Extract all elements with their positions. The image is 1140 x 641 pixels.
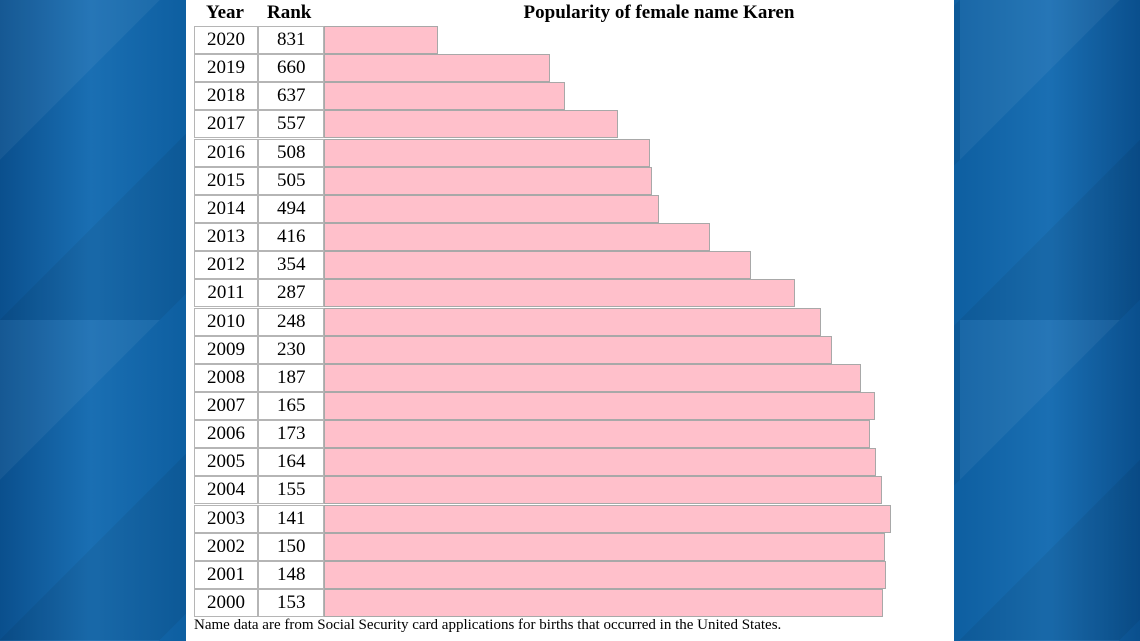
- rank-cell: 354: [258, 251, 324, 280]
- rank-cell: 165: [258, 391, 324, 420]
- year-cell: 2004: [194, 476, 258, 505]
- rank-cell: 831: [258, 26, 324, 54]
- popularity-bar: [324, 391, 876, 420]
- year-cell: 2013: [194, 223, 258, 252]
- year-cell: 2016: [194, 138, 258, 167]
- year-cell: 2018: [194, 82, 258, 111]
- popularity-bar: [324, 166, 652, 195]
- popularity-bar: [324, 307, 821, 336]
- table-row: 2014 494: [194, 194, 894, 223]
- popularity-bar: [324, 279, 795, 308]
- year-cell: 2020: [194, 26, 258, 54]
- popularity-bar: [324, 589, 883, 617]
- rank-cell: 287: [258, 279, 324, 308]
- year-cell: 2001: [194, 560, 258, 589]
- rank-cell: 230: [258, 335, 324, 364]
- popularity-bar: [324, 448, 876, 477]
- popularity-bar: [324, 363, 861, 392]
- rank-cell: 505: [258, 166, 324, 195]
- rank-cell: 187: [258, 363, 324, 392]
- year-cell: 2000: [194, 589, 258, 617]
- rank-cell: 660: [258, 54, 324, 83]
- source-footnote: Name data are from Social Security card …: [194, 617, 782, 633]
- popularity-bar: [324, 251, 751, 280]
- year-cell: 2012: [194, 251, 258, 280]
- table-row: 2001 148: [194, 560, 894, 589]
- table-row: 2011 287: [194, 279, 894, 308]
- table-row: 2002 150: [194, 532, 894, 561]
- rank-cell: 173: [258, 420, 324, 449]
- table-row: 2018 637: [194, 82, 894, 111]
- chart-title: Popularity of female name Karen: [523, 2, 795, 23]
- table-row: 2015 505: [194, 166, 894, 195]
- rank-column-header: Rank: [267, 2, 312, 23]
- rank-cell: 148: [258, 560, 324, 589]
- popularity-bar: [324, 54, 550, 83]
- popularity-bar: [324, 194, 659, 223]
- rank-cell: 248: [258, 307, 324, 336]
- year-cell: 2017: [194, 110, 258, 139]
- year-cell: 2015: [194, 166, 258, 195]
- year-column-header: Year: [206, 2, 244, 23]
- rank-cell: 155: [258, 476, 324, 505]
- table-row: 2019 660: [194, 54, 894, 83]
- table-row: 2003 141: [194, 504, 894, 533]
- year-cell: 2006: [194, 420, 258, 449]
- year-cell: 2007: [194, 391, 258, 420]
- year-cell: 2011: [194, 279, 258, 308]
- rank-cell: 494: [258, 194, 324, 223]
- table-row: 2010 248: [194, 307, 894, 336]
- popularity-bar: [324, 476, 882, 505]
- year-cell: 2003: [194, 504, 258, 533]
- year-cell: 2019: [194, 54, 258, 83]
- popularity-bar: [324, 223, 711, 252]
- table-row: 2006 173: [194, 420, 894, 449]
- year-cell: 2008: [194, 363, 258, 392]
- year-cell: 2014: [194, 194, 258, 223]
- table-row: 2000 153: [194, 589, 894, 617]
- popularity-bar: [324, 138, 650, 167]
- rank-cell: 416: [258, 223, 324, 252]
- table-row: 2009 230: [194, 335, 894, 364]
- popularity-bar: [324, 110, 618, 139]
- rank-cell: 150: [258, 532, 324, 561]
- table-row: 2008 187: [194, 363, 894, 392]
- rank-cell: 557: [258, 110, 324, 139]
- table-row: 2016 508: [194, 138, 894, 167]
- rank-cell: 153: [258, 589, 324, 617]
- table-row: 2012 354: [194, 251, 894, 280]
- rank-cell: 141: [258, 504, 324, 533]
- chart-panel: Year Rank Popularity of female name Kare…: [186, 0, 954, 641]
- popularity-bar: [324, 420, 870, 449]
- table-row: 2005 164: [194, 448, 894, 477]
- rank-cell: 637: [258, 82, 324, 111]
- popularity-bar: [324, 82, 565, 111]
- table-row: 2013 416: [194, 223, 894, 252]
- year-cell: 2010: [194, 307, 258, 336]
- year-cell: 2005: [194, 448, 258, 477]
- table-row: 2017 557: [194, 110, 894, 139]
- popularity-bar: [324, 504, 891, 533]
- rank-cell: 508: [258, 138, 324, 167]
- table-row: 2004 155: [194, 476, 894, 505]
- popularity-bar: [324, 26, 438, 54]
- table-row: 2007 165: [194, 391, 894, 420]
- table-row: 2020 831: [194, 26, 894, 54]
- popularity-bar: [324, 560, 887, 589]
- rank-cell: 164: [258, 448, 324, 477]
- popularity-bar: [324, 335, 833, 364]
- year-cell: 2009: [194, 335, 258, 364]
- year-cell: 2002: [194, 532, 258, 561]
- popularity-bar: [324, 532, 885, 561]
